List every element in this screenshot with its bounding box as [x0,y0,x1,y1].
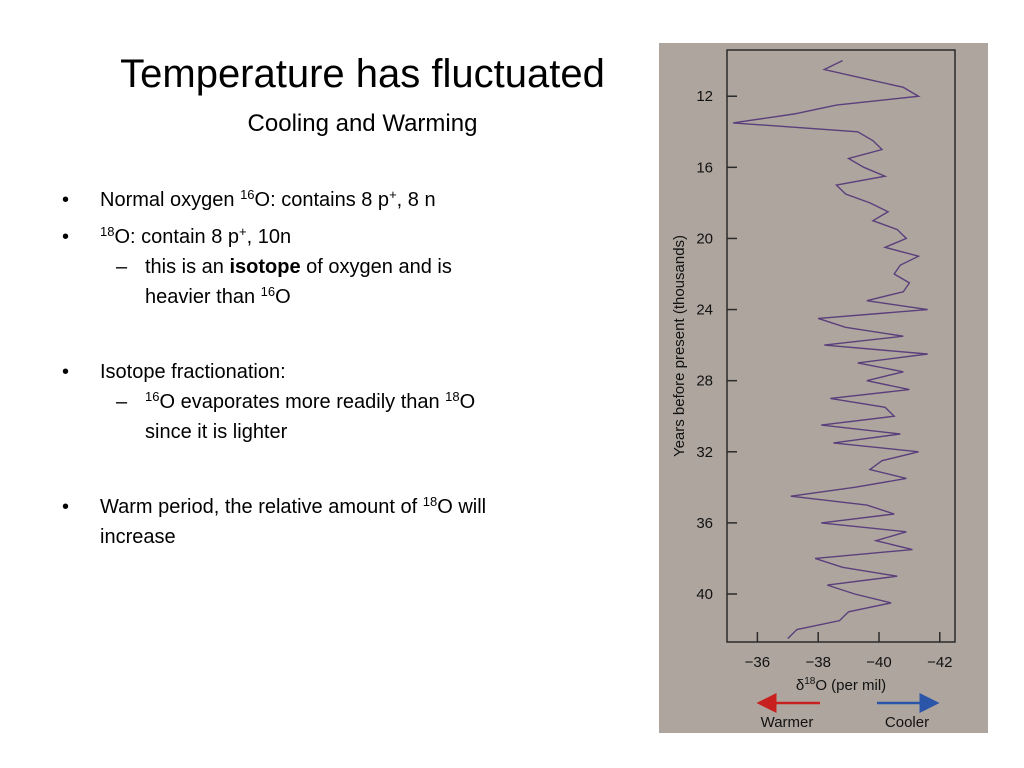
plot-frame [726,49,956,643]
bullet-line: 16O evaporates more readily than 18O [145,390,475,414]
y-tick-label: 32 [696,444,713,461]
text-run: this is an [145,256,230,278]
sub-bullet-marker: – [116,391,128,413]
text-run: increase [100,526,176,548]
figure-background [659,43,988,733]
text-run: Isotope fractionation: [100,361,286,383]
text-run: of oxygen and is [300,256,452,278]
bullet-marker: • [62,361,70,383]
superscript: 18 [422,494,438,509]
text-run: δ [796,677,804,694]
text-run: O: contains 8 p [254,189,390,211]
text-run: O will [437,496,487,518]
text-run: , 8 n [396,189,436,211]
y-tick-label: 40 [696,586,713,603]
text-run: , 10n [246,226,292,248]
bullet-marker: • [62,226,70,248]
bullet-line: Isotope fractionation: [100,360,286,384]
text-run: heavier than [145,286,261,308]
legend-warmer: Warmer [761,714,814,731]
superscript: 16 [145,389,160,404]
bullet-line: Normal oxygen 16O: contains 8 p+, 8 n [100,188,436,212]
superscript: 18 [100,224,115,239]
text-run: Normal oxygen [100,189,241,211]
x-tick-label: −36 [745,654,770,671]
slide-subtitle: Cooling and Warming [247,110,478,137]
data-line [732,60,928,639]
y-tick-label: 16 [696,159,713,176]
text-run: Warm period, the relative amount of [100,496,423,518]
y-tick-label: 36 [696,515,713,532]
bullet-line: since it is lighter [145,420,287,444]
y-tick-label: 20 [696,230,713,247]
bullet-line: this is an isotope of oxygen and is [145,255,452,279]
x-tick-label: −38 [805,654,830,671]
bullet-line: 18O: contain 8 p+, 10n [100,225,291,249]
text-run: O [275,286,291,308]
y-tick-label: 24 [696,302,713,319]
text-run: O: contain 8 p [114,226,239,248]
superscript: + [389,187,397,202]
sub-bullet-marker: – [116,256,128,278]
bullet-line: increase [100,525,176,549]
slide-title: Temperature has fluctuated [120,52,605,96]
superscript: 18 [445,389,460,404]
superscript: + [239,224,247,239]
superscript: 18 [804,676,816,687]
y-tick-label: 12 [696,88,713,105]
x-tick-label: −40 [866,654,891,671]
bullet-marker: • [62,496,70,518]
superscript: 16 [240,187,255,202]
bullet-line: heavier than 16O [145,285,291,309]
text-run: isotope [229,256,301,278]
superscript: 16 [260,284,276,299]
x-axis-title: δ18O (per mil) [796,676,886,694]
y-tick-label: 28 [696,373,713,390]
text-run: O [459,391,476,413]
x-tick-label: −42 [927,654,952,671]
legend-cooler: Cooler [885,714,929,731]
text-run: O (per mil) [815,677,886,694]
text-run: since it is lighter [145,421,288,443]
figure: 12 16 20 24 28 32 36 40 −36 −38 −40 −42 Years before… [659,43,988,733]
y-axis-title: Years before present (thousands) [671,235,688,457]
text-run: O evaporates more readily than [159,391,446,413]
bullet-line: Warm period, the relative amount of 18O … [100,495,486,519]
bullet-marker: • [62,189,70,211]
